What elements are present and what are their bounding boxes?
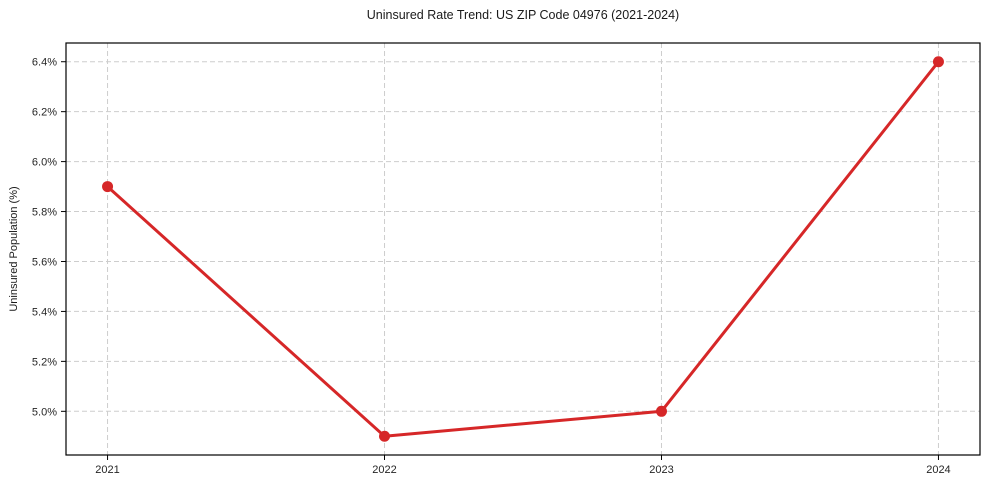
- y-tick-label: 6.2%: [32, 107, 57, 119]
- y-tick-label: 5.6%: [32, 256, 57, 268]
- x-tick-label: 2024: [926, 464, 950, 476]
- trend-line: [106, 60, 940, 438]
- x-tick-label: 2022: [372, 464, 396, 476]
- plot-frame: [65, 42, 981, 456]
- y-tick-label: 5.4%: [32, 306, 57, 318]
- y-tick-label: 6.4%: [32, 57, 57, 69]
- data-point-2024: [932, 56, 944, 68]
- plot-area: [66, 43, 980, 455]
- y-tick-label: 5.0%: [32, 406, 57, 418]
- chart-title: Uninsured Rate Trend: US ZIP Code 04976 …: [366, 8, 680, 22]
- y-tick-label: 5.8%: [32, 207, 57, 219]
- data-point-2023: [655, 405, 667, 417]
- data-point-2022: [379, 430, 391, 442]
- data-point-2021: [102, 181, 114, 193]
- x-tick-label: 2023: [649, 464, 673, 476]
- y-axis-title: Uninsured Population (%): [8, 186, 20, 312]
- y-tick-label: 5.2%: [32, 356, 57, 368]
- y-tick-label: 6.0%: [32, 157, 57, 169]
- x-tick-label: 2021: [95, 464, 119, 476]
